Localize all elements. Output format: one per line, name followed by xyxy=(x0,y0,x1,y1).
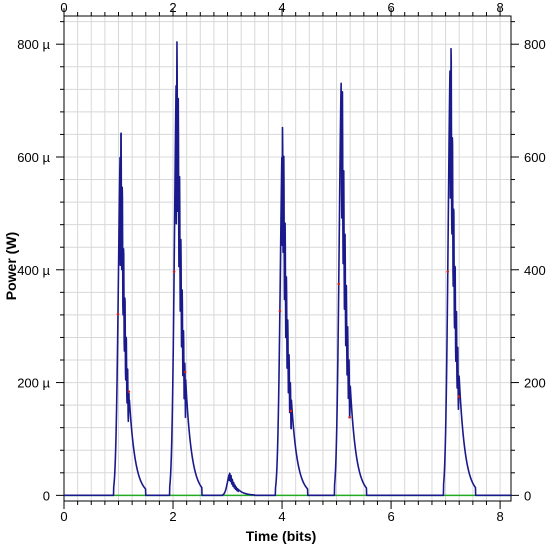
noise-point xyxy=(172,270,176,273)
y-tick-label-right: 0 xyxy=(524,488,531,503)
y-tick-label-right: 600 µ xyxy=(524,150,549,165)
y-axis-title: Power (W) xyxy=(3,232,19,300)
noise-point xyxy=(348,415,351,419)
x-tick-label-bottom: 2 xyxy=(169,509,176,524)
x-axis-title: Time (bits) xyxy=(246,528,317,544)
y-tick-label-left: 0 xyxy=(43,488,50,503)
x-tick-label-bottom: 8 xyxy=(496,509,503,524)
series-layer xyxy=(63,41,512,497)
plot-frame xyxy=(63,15,512,502)
x-tick-label-top: 0 xyxy=(60,0,67,15)
x-tick-label-top: 8 xyxy=(496,0,503,15)
noise-point xyxy=(127,390,131,393)
noise-point xyxy=(289,409,293,413)
x-tick-label-top: 6 xyxy=(387,0,394,15)
x-tick-label-top: 2 xyxy=(169,0,176,15)
noise-point xyxy=(116,312,120,316)
noise-point xyxy=(278,309,282,313)
y-tick-label-left: 400 µ xyxy=(17,263,50,278)
noise-point xyxy=(337,282,341,286)
x-tick-label-bottom: 4 xyxy=(278,509,285,524)
noise-point xyxy=(183,370,187,374)
x-tick-label-top: 4 xyxy=(278,0,285,15)
tick-marks xyxy=(56,8,519,509)
y-tick-label-left: 800 µ xyxy=(17,37,50,52)
noise-point xyxy=(457,395,460,398)
y-tick-label-right: 400 µ xyxy=(524,263,549,278)
y-tick-label-right: 200 µ xyxy=(524,376,549,391)
grid xyxy=(64,16,511,501)
y-tick-label-left: 600 µ xyxy=(17,150,50,165)
y-tick-label-right: 800 µ xyxy=(524,37,549,52)
x-tick-label-bottom: 6 xyxy=(387,509,394,524)
signal-series-line xyxy=(63,41,512,497)
x-tick-label-bottom: 0 xyxy=(60,509,67,524)
noise-point xyxy=(446,270,450,273)
y-tick-label-left: 200 µ xyxy=(17,376,50,391)
